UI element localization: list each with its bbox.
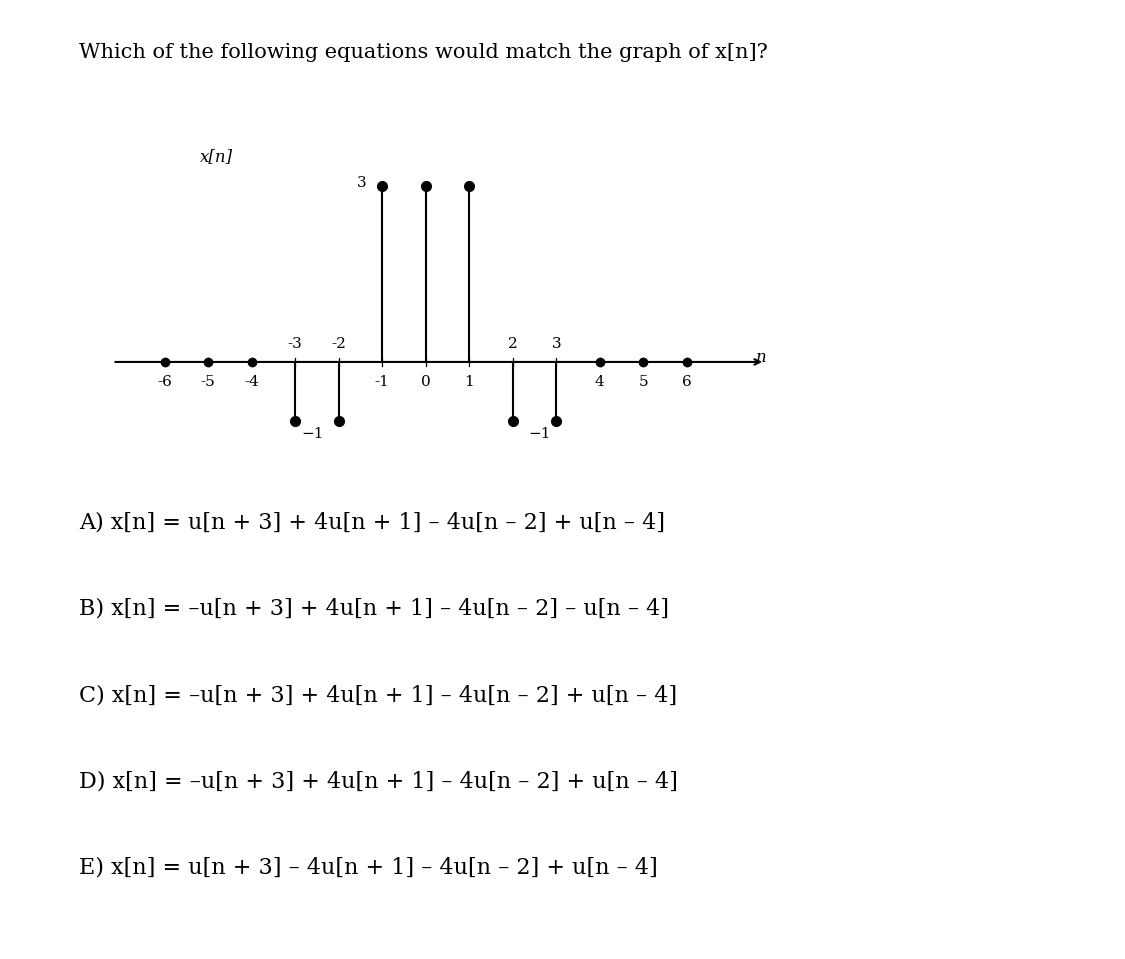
Text: n: n — [756, 349, 767, 365]
Text: -4: -4 — [244, 375, 259, 389]
Text: C) x[n] = –u[n + 3] + 4u[n + 1] – 4u[n – 2] + u[n – 4]: C) x[n] = –u[n + 3] + 4u[n + 1] – 4u[n –… — [79, 685, 677, 706]
Text: -1: -1 — [375, 375, 389, 389]
Text: −1: −1 — [302, 427, 324, 440]
Text: 0: 0 — [421, 375, 431, 389]
Text: -2: -2 — [331, 338, 346, 351]
Text: 1: 1 — [465, 375, 474, 389]
Text: D) x[n] = –u[n + 3] + 4u[n + 1] – 4u[n – 2] + u[n – 4]: D) x[n] = –u[n + 3] + 4u[n + 1] – 4u[n –… — [79, 771, 677, 792]
Text: -5: -5 — [201, 375, 216, 389]
Text: 6: 6 — [682, 375, 692, 389]
Text: 5: 5 — [638, 375, 648, 389]
Text: E) x[n] = u[n + 3] – 4u[n + 1] – 4u[n – 2] + u[n – 4]: E) x[n] = u[n + 3] – 4u[n + 1] – 4u[n – … — [79, 857, 657, 878]
Text: x[n]: x[n] — [199, 148, 233, 165]
Text: 2: 2 — [507, 338, 518, 351]
Text: 4: 4 — [595, 375, 604, 389]
Text: A) x[n] = u[n + 3] + 4u[n + 1] – 4u[n – 2] + u[n – 4]: A) x[n] = u[n + 3] + 4u[n + 1] – 4u[n – … — [79, 512, 665, 533]
Text: -6: -6 — [158, 375, 172, 389]
Text: 3: 3 — [358, 175, 367, 190]
Text: 3: 3 — [551, 338, 561, 351]
Text: Which of the following equations would match the graph of x[n]?: Which of the following equations would m… — [79, 43, 767, 62]
Text: −1: −1 — [528, 427, 550, 440]
Text: -3: -3 — [288, 338, 303, 351]
Text: B) x[n] = –u[n + 3] + 4u[n + 1] – 4u[n – 2] – u[n – 4]: B) x[n] = –u[n + 3] + 4u[n + 1] – 4u[n –… — [79, 598, 668, 620]
